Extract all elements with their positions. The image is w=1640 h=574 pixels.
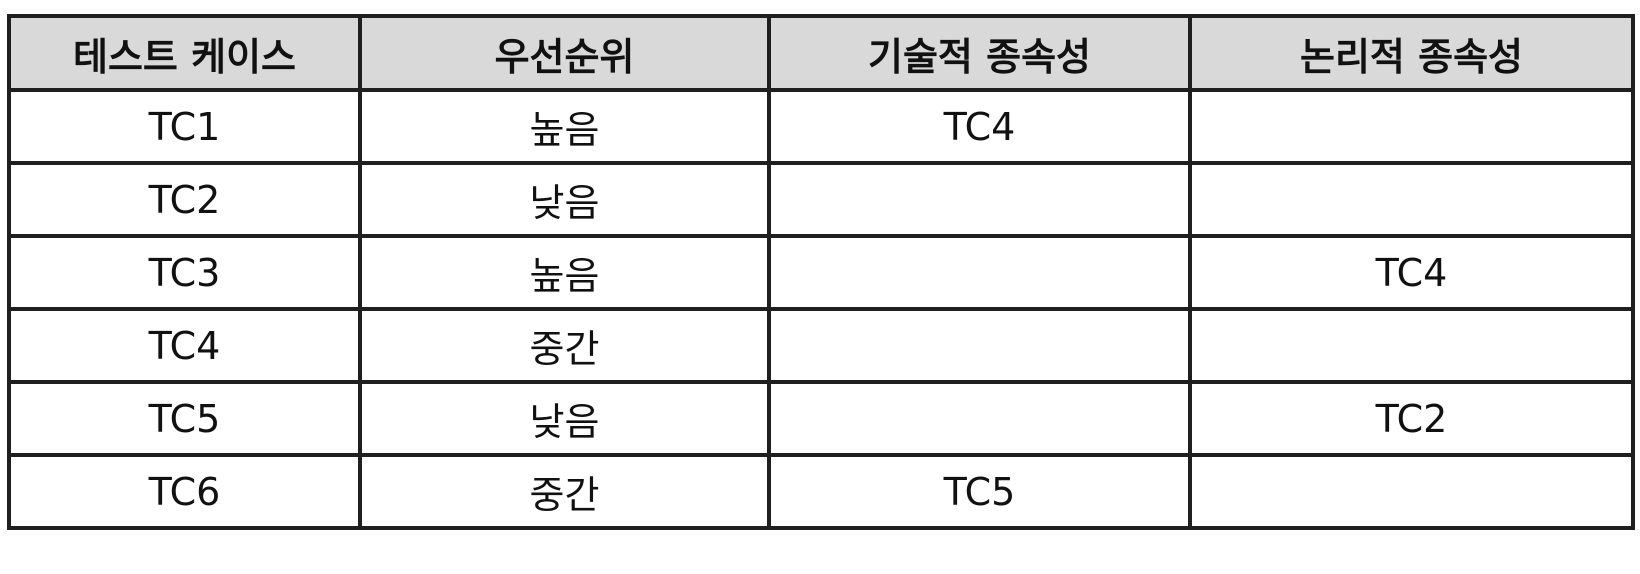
test-case-dependency-table: 테스트 케이스 우선순위 기술적 종속성 논리적 종속성 TC1 높음 TC4 … [7, 14, 1635, 530]
cell-logical-dependency [1188, 161, 1635, 238]
table-body: TC1 높음 TC4 TC2 낮음 TC3 높음 TC4 TC4 중간 TC5 … [7, 88, 1635, 530]
header-test-case: 테스트 케이스 [7, 14, 362, 92]
cell-technical-dependency: TC5 [767, 453, 1192, 530]
cell-test-case: TC5 [7, 380, 362, 457]
cell-technical-dependency [767, 161, 1192, 238]
cell-priority: 낮음 [358, 161, 771, 238]
cell-logical-dependency [1188, 307, 1635, 384]
cell-test-case: TC1 [7, 88, 362, 165]
cell-priority: 중간 [358, 453, 771, 530]
cell-logical-dependency [1188, 453, 1635, 530]
table-header: 테스트 케이스 우선순위 기술적 종속성 논리적 종속성 [7, 14, 1635, 92]
header-priority: 우선순위 [358, 14, 771, 92]
table-row: TC3 높음 TC4 [7, 234, 1635, 311]
cell-technical-dependency [767, 380, 1192, 457]
table-row: TC5 낮음 TC2 [7, 380, 1635, 457]
cell-logical-dependency: TC2 [1188, 380, 1635, 457]
cell-priority: 중간 [358, 307, 771, 384]
cell-priority: 높음 [358, 88, 771, 165]
table-row: TC1 높음 TC4 [7, 88, 1635, 165]
header-row: 테스트 케이스 우선순위 기술적 종속성 논리적 종속성 [7, 14, 1635, 92]
header-technical-dependency: 기술적 종속성 [767, 14, 1192, 92]
cell-test-case: TC3 [7, 234, 362, 311]
header-logical-dependency: 논리적 종속성 [1188, 14, 1635, 92]
cell-priority: 높음 [358, 234, 771, 311]
table-row: TC2 낮음 [7, 161, 1635, 238]
cell-technical-dependency: TC4 [767, 88, 1192, 165]
cell-logical-dependency: TC4 [1188, 234, 1635, 311]
cell-test-case: TC2 [7, 161, 362, 238]
cell-test-case: TC4 [7, 307, 362, 384]
cell-priority: 낮음 [358, 380, 771, 457]
cell-technical-dependency [767, 234, 1192, 311]
table-row: TC4 중간 [7, 307, 1635, 384]
cell-test-case: TC6 [7, 453, 362, 530]
cell-logical-dependency [1188, 88, 1635, 165]
table-row: TC6 중간 TC5 [7, 453, 1635, 530]
cell-technical-dependency [767, 307, 1192, 384]
